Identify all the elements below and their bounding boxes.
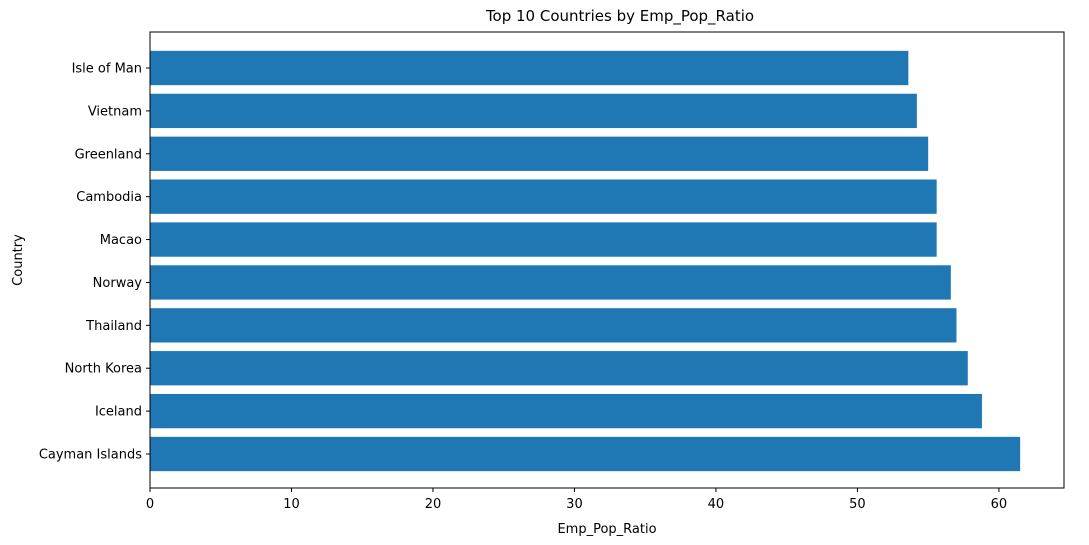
y-tick-label: Macao xyxy=(100,233,142,248)
bars-group xyxy=(150,50,1021,472)
x-axis-label: Emp_Pop_Ratio xyxy=(557,522,656,537)
x-tick-label: 0 xyxy=(146,497,154,512)
x-axis-ticks: 0 10 20 30 40 50 60 xyxy=(146,488,1007,512)
bar xyxy=(150,50,909,86)
y-tick-label: Cayman Islands xyxy=(39,448,142,463)
x-tick-label: 60 xyxy=(991,497,1008,512)
bar xyxy=(150,351,968,386)
bar xyxy=(150,93,917,129)
x-tick-label: 30 xyxy=(566,497,583,512)
y-axis-ticks: Cayman Islands Iceland North Korea Thailand… xyxy=(39,62,150,463)
chart-title: Top 10 Countries by Emp_Pop_Ratio xyxy=(485,7,754,26)
bar xyxy=(150,393,982,429)
y-tick-label: Cambodia xyxy=(76,190,142,205)
y-tick-label: Iceland xyxy=(95,405,142,420)
x-tick-label: 40 xyxy=(708,497,725,512)
bar xyxy=(150,222,937,257)
y-tick-label: North Korea xyxy=(65,362,142,377)
y-tick-label: Thailand xyxy=(85,319,142,334)
y-tick-label: Isle of Man xyxy=(72,62,142,77)
bar xyxy=(150,308,957,343)
plot-frame xyxy=(149,31,1065,489)
bar xyxy=(150,436,1021,472)
x-tick-label: 50 xyxy=(849,497,866,512)
y-axis-label: Country xyxy=(11,234,26,286)
bar xyxy=(150,136,929,171)
bar xyxy=(150,179,937,214)
y-tick-label: Norway xyxy=(93,276,143,291)
x-tick-label: 20 xyxy=(425,497,442,512)
y-tick-label: Vietnam xyxy=(88,104,142,119)
bar xyxy=(150,265,951,300)
x-tick-label: 10 xyxy=(283,497,300,512)
y-tick-label: Greenland xyxy=(75,147,142,162)
